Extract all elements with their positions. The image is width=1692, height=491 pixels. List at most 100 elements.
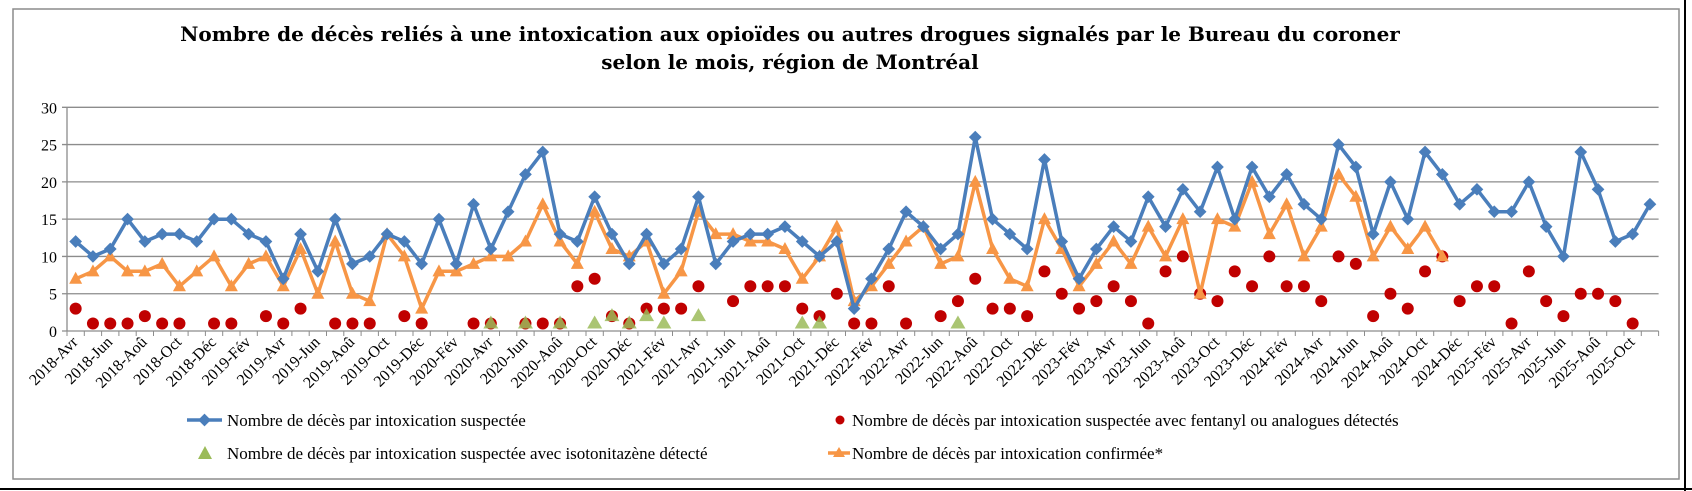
- chart-title-line-2: selon le mois, région de Montréal: [601, 50, 979, 74]
- data-point-circle: [1332, 250, 1345, 263]
- data-point-triangle: [328, 234, 342, 247]
- chart-frame: [12, 8, 1680, 480]
- legend-label-isotonitazene: Nombre de décès par intoxication suspect…: [227, 444, 708, 463]
- data-point-circle: [1263, 250, 1276, 263]
- data-point-triangle: [155, 256, 169, 269]
- data-point-triangle: [950, 315, 966, 329]
- data-point-circle: [536, 317, 549, 330]
- data-point-diamond: [294, 227, 307, 241]
- data-point-triangle: [690, 308, 706, 322]
- data-point-triangle: [726, 227, 740, 240]
- data-point-circle: [363, 317, 376, 330]
- data-point-diamond: [397, 235, 411, 248]
- data-point-triangle: [1418, 219, 1432, 232]
- data-point-diamond: [207, 212, 221, 226]
- data-point-circle: [796, 302, 809, 315]
- data-point-circle: [865, 317, 878, 330]
- series-1: [69, 250, 1639, 330]
- data-point-diamond: [484, 242, 498, 256]
- data-point-triangle: [604, 308, 620, 322]
- data-point-diamond: [259, 235, 273, 248]
- data-point-diamond: [190, 235, 204, 248]
- data-point-circle: [951, 295, 964, 308]
- data-point-triangle: [657, 286, 671, 299]
- data-point-circle: [1384, 287, 1397, 300]
- data-point-triangle: [709, 227, 723, 240]
- data-point-diamond: [224, 212, 238, 226]
- data-point-triangle: [207, 249, 221, 262]
- data-point-circle: [277, 317, 290, 330]
- data-point-diamond: [155, 227, 169, 241]
- data-point-triangle: [1349, 189, 1363, 202]
- data-point-triangle: [224, 279, 238, 292]
- data-point-triangle: [69, 271, 83, 284]
- data-point-circle: [1522, 265, 1535, 278]
- data-point-diamond: [380, 227, 394, 241]
- data-point-diamond: [103, 242, 117, 256]
- data-point-triangle: [570, 256, 584, 269]
- data-point-diamond: [311, 264, 325, 278]
- data-point-diamond: [467, 197, 480, 211]
- data-point-circle: [761, 280, 774, 293]
- data-point-triangle: [605, 241, 619, 254]
- data-point-diamond: [449, 257, 463, 271]
- data-point-triangle: [259, 249, 273, 262]
- data-point-circle: [1055, 287, 1068, 300]
- data-point-diamond: [432, 212, 446, 226]
- legend-label-suspected: Nombre de décès par intoxication suspect…: [227, 411, 526, 430]
- data-point-triangle: [1383, 219, 1397, 232]
- data-point-diamond: [346, 257, 359, 271]
- data-point-circle: [138, 310, 151, 323]
- data-point-circle: [1107, 280, 1120, 293]
- data-point-circle: [830, 287, 843, 300]
- data-point-circle: [657, 302, 670, 315]
- data-point-circle: [1401, 302, 1414, 315]
- series-line: [75, 172, 1444, 311]
- data-point-circle: [778, 280, 791, 293]
- data-point-triangle: [1366, 249, 1380, 262]
- legend-item-isotonitazene: Nombre de décès par intoxication suspect…: [198, 444, 708, 463]
- data-point-circle: [1159, 265, 1172, 278]
- data-point-circle: [744, 280, 757, 293]
- data-point-triangle: [190, 264, 204, 277]
- data-point-triangle: [1210, 212, 1224, 225]
- data-point-triangle: [621, 315, 637, 329]
- data-point-circle: [1211, 295, 1224, 308]
- data-point-triangle: [311, 286, 325, 299]
- data-point-circle: [225, 317, 238, 330]
- data-point-circle: [1540, 295, 1553, 308]
- data-point-circle: [329, 317, 342, 330]
- data-point-circle: [1505, 317, 1518, 330]
- data-point-circle: [1090, 295, 1103, 308]
- data-point-diamond: [328, 212, 342, 226]
- data-point-circle: [1419, 265, 1432, 278]
- data-point-circle: [259, 310, 272, 323]
- data-point-circle: [1073, 302, 1086, 315]
- data-point-triangle: [656, 315, 672, 329]
- data-point-diamond: [69, 235, 83, 248]
- data-point-circle: [1124, 295, 1137, 308]
- data-point-triangle: [830, 219, 844, 232]
- data-point-circle: [1297, 280, 1310, 293]
- legend-item-confirmed: Nombre de décès par intoxication confirm…: [828, 444, 1163, 463]
- data-point-triangle: [1332, 167, 1346, 180]
- data-point-circle: [882, 280, 895, 293]
- data-point-triangle: [899, 234, 913, 247]
- data-point-triangle: [794, 315, 810, 329]
- data-point-triangle: [1141, 219, 1155, 232]
- data-point-triangle: [1037, 212, 1051, 225]
- legend-label-fentanyl: Nombre de décès par intoxication suspect…: [852, 411, 1399, 430]
- data-point-triangle: [1297, 249, 1311, 262]
- data-point-circle: [1609, 295, 1622, 308]
- data-point-circle: [969, 272, 982, 285]
- legend-label-confirmed: Nombre de décès par intoxication confirm…: [852, 444, 1163, 463]
- data-point-diamond: [138, 235, 152, 248]
- data-point-triangle: [483, 315, 499, 329]
- data-point-triangle: [812, 315, 828, 329]
- data-point-circle: [1142, 317, 1155, 330]
- data-point-triangle: [121, 264, 135, 277]
- data-point-triangle: [743, 234, 757, 247]
- data-point-circle: [156, 317, 169, 330]
- y-tick-label: 5: [49, 287, 57, 304]
